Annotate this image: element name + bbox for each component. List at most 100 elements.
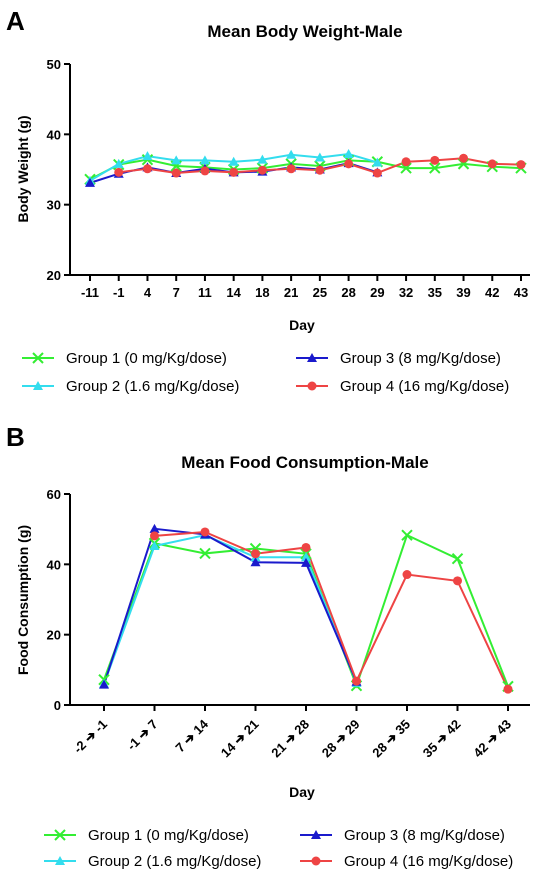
chart-a-ytick-label: 20 (47, 268, 61, 283)
chart-a-xtick-label: 29 (370, 285, 384, 300)
chart-b-xtick-label: -1 ➔ 7 (124, 717, 161, 754)
chart-a-xtick-label: 11 (198, 285, 212, 300)
chart-b-series-1-point (401, 529, 413, 541)
chart-a-xtick-label: 7 (173, 285, 180, 300)
chart-b-series-4-point (402, 570, 412, 580)
chart-b-xtick-label: 28 ➔ 29 (319, 717, 363, 761)
chart-b-series-3-point (301, 557, 311, 567)
chart-a: 20 30 40 50 -11 -1 4 7 11 14 18 21 25 28 29 32 35 39 42 43 (47, 57, 530, 300)
chart-b-ylabel: Food Consumption (g) (15, 525, 31, 675)
chart-a-title: Mean Body Weight-Male (207, 22, 402, 41)
chart-b-series-3-point (250, 557, 261, 567)
chart-a-ytick-label: 50 (47, 57, 61, 72)
chart-b-series-1-point (199, 547, 211, 560)
chart-b-xtick-label: 35 ➔ 42 (420, 717, 464, 761)
chart-a-series-2-point (372, 157, 383, 167)
chart-a-xtick-label: 28 (341, 285, 355, 300)
chart-b-legend: Group 1 (0 mg/Kg/dose) Group 2 (1.6 mg/Kg… (44, 827, 513, 870)
chart-a-xtick-label: 43 (514, 285, 528, 300)
chart-b-legend-label: Group 1 (0 mg/Kg/dose) (88, 827, 249, 844)
chart-a-series-4-point (171, 168, 181, 178)
chart-a-legend-swatch-marker (32, 352, 44, 364)
chart-b-series-3-point (149, 523, 160, 533)
chart-a-series-2-point (286, 149, 297, 159)
panel-a-letter: A (6, 6, 25, 36)
chart-b-series-2-point (301, 552, 311, 562)
chart-a-series-1-point (429, 162, 441, 174)
chart-a-legend-swatch-marker (307, 381, 317, 391)
chart-a-ytick-label: 30 (47, 198, 61, 213)
chart-b-series-4-point (503, 684, 513, 694)
chart-a-xtick-label: 42 (485, 285, 499, 300)
chart-a-series-4-point (114, 167, 124, 177)
chart-a-series-2-point (257, 154, 268, 164)
chart-a-xlabel: Day (289, 317, 315, 333)
chart-a-series-4-point (142, 164, 152, 174)
chart-b-xtick-label: -2 ➔ -1 (70, 717, 110, 757)
chart-a-series-2-point (228, 156, 239, 166)
chart-a-xtick-label: -1 (113, 285, 125, 300)
chart-a-series-2-point (343, 149, 354, 159)
chart-a-series-4-point (487, 159, 497, 169)
chart-a-series-4-point (430, 155, 440, 165)
chart-b: 0 20 40 60 -2 ➔ -1 -1 ➔ 7 7 ➔ 14 14 ➔ 21 21 ➔ 28… (47, 487, 530, 760)
chart-b-series-4-point (200, 527, 210, 537)
chart-a-series-2-point (171, 155, 182, 165)
chart-b-xtick-label: 7 ➔ 14 (172, 716, 211, 755)
chart-b-series-3-line (103, 527, 358, 685)
chart-a-series-4-point (372, 168, 382, 178)
chart-b-xtick-label: 42 ➔ 43 (470, 717, 514, 761)
chart-a-series-4-point (459, 153, 469, 163)
chart-a-series-4-point (315, 165, 325, 175)
chart-a-series-4-point (200, 166, 210, 176)
chart-b-xlabel: Day (289, 784, 315, 800)
chart-a-series-2-point (199, 155, 210, 165)
chart-b-xtick-label: 28 ➔ 35 (369, 717, 413, 761)
chart-a-xtick-label: 32 (399, 285, 413, 300)
chart-a-legend-label: Group 4 (16 mg/Kg/dose) (340, 378, 509, 395)
chart-b-series-4-point (453, 576, 462, 586)
chart-a-xtick-label: 4 (144, 285, 152, 300)
chart-a-series-2-point (113, 158, 124, 168)
chart-b-series-1-point (451, 552, 464, 565)
chart-b-series-2-line (103, 534, 358, 685)
chart-a-ylabel: Body Weight (g) (15, 115, 31, 222)
chart-a-series-4-point (257, 165, 267, 175)
chart-a-legend-swatch-marker (33, 381, 43, 390)
chart-b-legend-label: Group 3 (8 mg/Kg/dose) (344, 827, 505, 844)
chart-a-xtick-label: 25 (313, 285, 327, 300)
chart-a-legend: Group 1 (0 mg/Kg/dose) Group 2 (1.6 mg/Kg… (22, 350, 509, 395)
chart-b-ytick-label: 40 (47, 557, 61, 572)
chart-a-ytick-label: 40 (47, 127, 61, 142)
chart-b-series-4-point (150, 531, 159, 541)
chart-a-xtick-label: 21 (284, 285, 298, 300)
chart-a-series-2-point (314, 152, 325, 162)
chart-a-legend-swatch-marker (307, 353, 317, 362)
chart-b-series-3-point (99, 679, 109, 689)
chart-b-legend-swatch-marker (311, 856, 321, 866)
chart-a-series-2-point (142, 151, 153, 161)
chart-b-title: Mean Food Consumption-Male (181, 453, 428, 472)
chart-b-legend-swatch-marker (55, 856, 65, 865)
chart-b-series-4-point (352, 676, 361, 686)
chart-a-series-4-point (401, 157, 411, 167)
chart-b-legend-swatch-marker (311, 830, 321, 839)
chart-b-ytick-label: 60 (47, 487, 61, 502)
chart-b-ytick-label: 0 (54, 698, 61, 713)
chart-a-legend-label: Group 1 (0 mg/Kg/dose) (66, 350, 227, 367)
chart-a-legend-label: Group 3 (8 mg/Kg/dose) (340, 350, 501, 367)
panel-b-letter: B (6, 422, 25, 452)
chart-b-legend-label: Group 4 (16 mg/Kg/dose) (344, 853, 513, 870)
chart-a-series-4-point (344, 159, 354, 169)
chart-b-legend-label: Group 2 (1.6 mg/Kg/dose) (88, 853, 261, 870)
chart-b-legend-swatch-marker (54, 829, 66, 841)
chart-b-series-2-point (149, 541, 160, 551)
chart-a-xtick-label: 35 (428, 285, 442, 300)
chart-a-series-1-line (89, 158, 522, 181)
chart-b-xtick-label: 21 ➔ 28 (268, 717, 312, 761)
chart-b-xtick-label: 14 ➔ 21 (218, 717, 262, 761)
chart-a-legend-label: Group 2 (1.6 mg/Kg/dose) (66, 378, 239, 395)
chart-b-series-4-point (301, 542, 311, 552)
chart-b-series-4-line (154, 530, 509, 690)
